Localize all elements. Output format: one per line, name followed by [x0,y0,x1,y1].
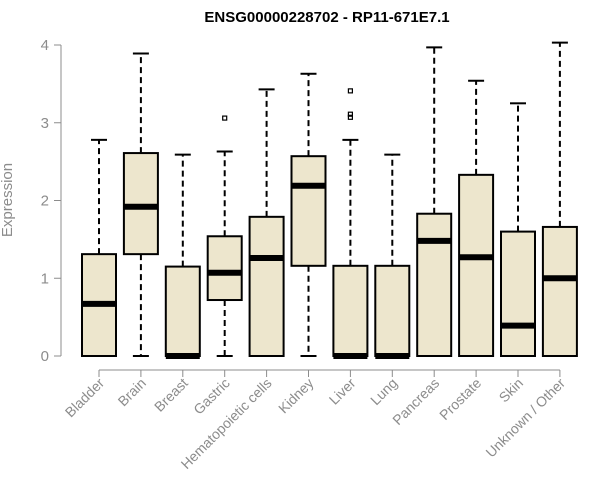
x-tick-label: Lung [367,375,400,408]
box-unknown-other [541,41,578,357]
boxes-group [81,41,578,359]
chart-title: ENSG00000228702 - RP11-671E7.1 [204,9,449,26]
outlier-point [347,111,353,117]
iqr-box [206,235,243,302]
box-liver [332,88,369,359]
y-tick-label: 4 [41,37,49,54]
x-tick-label: Skin [496,375,527,406]
box-lung [374,153,411,359]
outlier-point [347,88,353,94]
outlier-point [347,114,353,120]
x-tick-label: Prostate [436,375,484,423]
y-axis-label: Expression [0,163,16,237]
x-tick-label: Unknown / Other [482,375,568,461]
outlier-point [222,115,228,121]
iqr-box [500,230,536,358]
iqr-box [332,264,369,357]
y-tick-label: 0 [41,348,49,365]
box-kidney [290,72,327,357]
box-pancreas [416,46,453,357]
box-skin [500,102,536,358]
iqr-box [122,152,159,256]
iqr-box [374,264,411,357]
box-gastric [206,115,243,357]
iqr-box [541,225,578,357]
y-tick-label: 2 [41,193,49,210]
x-tick-label: Bladder [62,375,108,421]
x-tick-label: Pancreas [389,375,442,428]
x-tick-label: Brain [115,375,149,409]
iqr-box [164,265,201,357]
iqr-box [290,155,327,267]
y-tick-label: 1 [41,270,49,287]
box-breast [164,153,201,359]
x-tick-label: Kidney [275,375,317,417]
x-tick-label: Liver [326,375,359,408]
box-prostate [458,79,495,357]
iqr-box [248,215,285,357]
iqr-box [416,212,453,357]
y-axis: 0 1 2 3 4 [41,37,62,365]
iqr-box [458,173,495,357]
box-hematopoietic-cells [248,88,285,357]
box-bladder [81,138,117,358]
box-brain [122,52,159,357]
x-tick-label: Breast [151,375,191,415]
y-tick-label: 3 [41,115,49,132]
